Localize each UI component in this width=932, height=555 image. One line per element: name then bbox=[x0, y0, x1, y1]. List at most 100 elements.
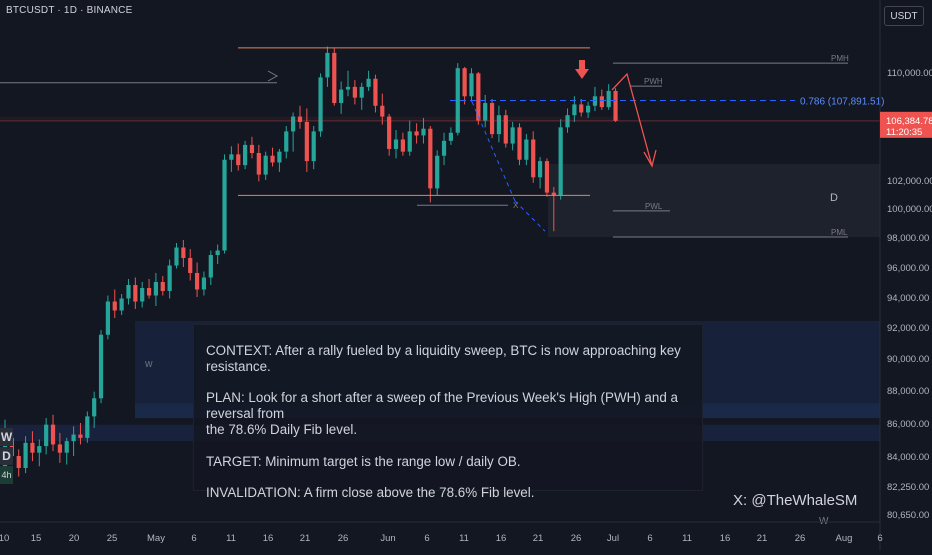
sweep-path-line bbox=[471, 101, 516, 202]
pwl-label: PWL bbox=[645, 202, 663, 211]
note-invalidation: INVALIDATION: A firm close above the 78.… bbox=[206, 485, 535, 500]
candle-body bbox=[112, 301, 117, 311]
time-tick-label: 6 bbox=[191, 533, 196, 544]
candle-body bbox=[325, 52, 330, 78]
candle-body bbox=[462, 68, 467, 97]
candle-body bbox=[586, 105, 591, 113]
candle-body bbox=[30, 442, 35, 453]
candle-body bbox=[222, 159, 227, 251]
current-price-label: 106,384.78 bbox=[886, 116, 932, 127]
candle-body bbox=[435, 155, 440, 189]
candle-body bbox=[489, 103, 495, 135]
down-arrow-icon bbox=[579, 60, 585, 69]
candle-body bbox=[236, 154, 241, 166]
candle-body bbox=[421, 128, 426, 136]
pwh-label: PWH bbox=[644, 77, 663, 86]
candle-body bbox=[291, 116, 296, 132]
price-tick-label: 96,000.00 bbox=[887, 263, 929, 274]
time-tick-label: 16 bbox=[496, 533, 507, 544]
time-tick-label: 21 bbox=[300, 533, 311, 544]
candle-body bbox=[174, 247, 179, 266]
timeframe-tag-weekly[interactable]: W bbox=[0, 428, 13, 446]
candle-body bbox=[78, 434, 83, 438]
candle-body bbox=[57, 444, 62, 453]
candle-body bbox=[503, 115, 508, 144]
down-arrow-head-icon bbox=[575, 69, 589, 79]
author-watermark: X: @TheWhaleSM bbox=[733, 492, 858, 509]
candle-body bbox=[510, 127, 515, 144]
note-context: CONTEXT: After a rally fueled by a liqui… bbox=[206, 343, 681, 374]
candle-body bbox=[153, 282, 159, 296]
current-price-box bbox=[880, 111, 932, 138]
candle-body bbox=[126, 285, 131, 299]
candle-body bbox=[613, 90, 618, 121]
candle-body bbox=[387, 116, 392, 149]
candle-body bbox=[579, 104, 584, 113]
price-tick-label: 84,000.00 bbox=[887, 452, 929, 463]
price-tick-label: 110,000.00 bbox=[887, 68, 932, 79]
time-tick-label: 11 bbox=[459, 533, 469, 544]
time-tick-label: 21 bbox=[533, 533, 544, 544]
candle-body bbox=[565, 115, 570, 128]
time-tick-label: 11 bbox=[682, 533, 692, 544]
candle-body bbox=[558, 127, 563, 196]
candle-body bbox=[146, 288, 152, 296]
candle-body bbox=[599, 96, 604, 108]
candle-body bbox=[92, 398, 97, 417]
candle-body bbox=[311, 131, 316, 162]
candle-body bbox=[359, 86, 364, 98]
candle-body bbox=[181, 247, 186, 258]
candle-body bbox=[270, 155, 275, 163]
candle-body bbox=[23, 442, 28, 468]
time-tick-label: 26 bbox=[795, 533, 806, 544]
candle-body bbox=[85, 416, 90, 438]
candle-body bbox=[9, 437, 14, 456]
current-band bbox=[0, 116, 620, 121]
candle-body bbox=[297, 116, 303, 122]
countdown-label: 11:20:35 bbox=[886, 127, 922, 138]
time-tick-label: 10 bbox=[0, 533, 9, 544]
candle-body bbox=[544, 161, 550, 193]
price-tick-label: 100,000.00 bbox=[887, 204, 932, 215]
candle-body bbox=[380, 105, 385, 117]
candle-body bbox=[98, 334, 104, 399]
time-tick-label: 6 bbox=[647, 533, 652, 544]
price-tick-label: 98,000.00 bbox=[887, 233, 929, 244]
candle-body bbox=[332, 52, 337, 104]
candle-body bbox=[318, 77, 323, 132]
candle-body bbox=[592, 96, 598, 106]
candle-body bbox=[140, 288, 145, 302]
projection-path bbox=[611, 72, 653, 167]
time-tick-label: 16 bbox=[720, 533, 731, 544]
price-tick-label: 94,000.00 bbox=[887, 293, 929, 304]
candle-body bbox=[201, 277, 207, 290]
candle-body bbox=[304, 121, 309, 162]
candle-body bbox=[160, 282, 165, 291]
candle-body bbox=[428, 128, 433, 189]
candle-body bbox=[524, 139, 529, 160]
candle-body bbox=[339, 89, 344, 104]
fib-786-label: 0.786 (107,891.51) bbox=[800, 96, 885, 107]
weekly-zone-label: W bbox=[145, 360, 153, 369]
price-tick-label: 102,000.00 bbox=[887, 176, 932, 187]
fib-axis-box bbox=[880, 93, 932, 107]
note-plan: PLAN: Look for a short after a sweep of … bbox=[206, 390, 678, 437]
timeframe-tag-4h[interactable]: 4h bbox=[0, 466, 13, 484]
arrow-head-icon bbox=[267, 70, 279, 82]
currency-button[interactable]: USDT bbox=[884, 6, 924, 26]
candle-body bbox=[133, 285, 138, 302]
symbol-label: BTCUSDT · 1D · BINANCE bbox=[6, 5, 133, 16]
pml-label: PML bbox=[831, 228, 848, 237]
daily-range-zone bbox=[548, 163, 880, 237]
candle-body bbox=[496, 115, 502, 135]
candle-body bbox=[531, 139, 536, 178]
timeframe-tag-daily[interactable]: D bbox=[0, 447, 13, 465]
projection-arrow-icon bbox=[643, 149, 657, 168]
time-tick-label: 26 bbox=[338, 533, 349, 544]
price-tick-label: 82,250.00 bbox=[887, 482, 929, 493]
candle-body bbox=[366, 78, 371, 87]
time-tick-label: 11 bbox=[226, 533, 236, 544]
candle-body bbox=[16, 456, 21, 468]
